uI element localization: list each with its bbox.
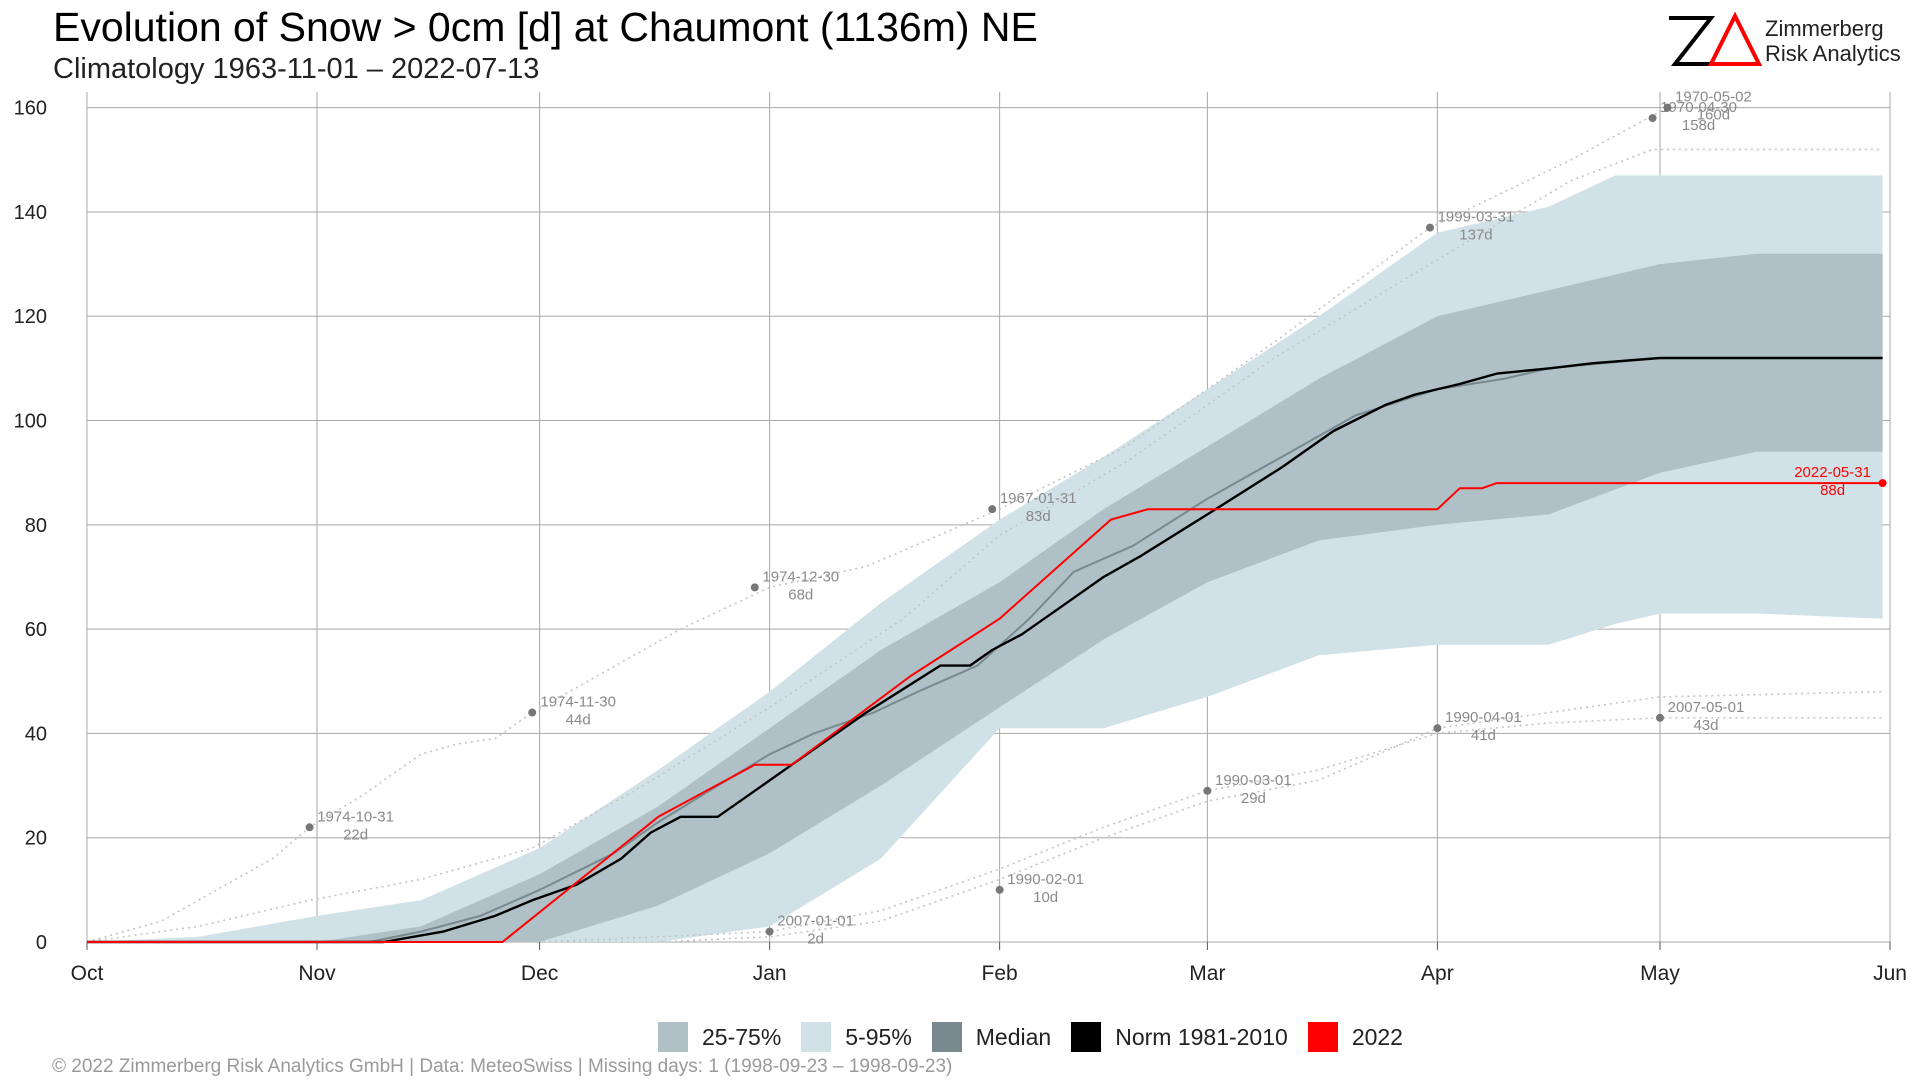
footer-credits: © 2022 Zimmerberg Risk Analytics GmbH | … bbox=[52, 1056, 953, 1077]
annotation-value: 88d bbox=[1820, 482, 1845, 499]
x-tick-label: Jan bbox=[753, 962, 787, 985]
annotation-value: 41d bbox=[1471, 727, 1496, 744]
legend-swatch bbox=[1071, 1022, 1102, 1052]
extreme-point bbox=[1425, 223, 1434, 232]
legend-item: 5-95% bbox=[801, 1022, 912, 1052]
axis-labels: 0 20 40 60 80 100 120 140 160 Oct Nov Dec Jan Feb Mar A… bbox=[14, 98, 1907, 985]
annotation-value: 10d bbox=[1033, 889, 1058, 906]
x-tick-label: Oct bbox=[71, 962, 104, 985]
logo-text: Zimmerberg Risk Analytics bbox=[1765, 16, 1901, 66]
logo-mark-icon bbox=[1669, 11, 1763, 66]
legend-item: 2022 bbox=[1307, 1022, 1403, 1052]
annotation-date: 1970-05-02 bbox=[1675, 89, 1752, 106]
year-trace-line bbox=[86, 148, 1883, 943]
series-line-2022 bbox=[87, 482, 1883, 943]
company-logo: Zimmerberg Risk Analytics bbox=[1665, 10, 1910, 74]
extreme-point bbox=[1203, 786, 1212, 795]
legend-label: 5-95% bbox=[845, 1023, 912, 1050]
percentile-bands bbox=[87, 175, 1883, 942]
annotation-value: 83d bbox=[1026, 508, 1051, 525]
extreme-point bbox=[1648, 114, 1657, 123]
legend-label: Norm 1981-2010 bbox=[1115, 1023, 1288, 1050]
legend-swatch bbox=[1307, 1022, 1338, 1052]
y-tick-label: 140 bbox=[14, 202, 47, 224]
individual-years bbox=[86, 106, 1883, 943]
annotation-value: 137d bbox=[1459, 227, 1492, 244]
x-tick-label: Feb bbox=[982, 962, 1018, 985]
x-tick-label: Apr bbox=[1421, 962, 1454, 985]
y-tick-label: 120 bbox=[14, 306, 47, 328]
annotation-date: 1970-04-30 bbox=[1660, 99, 1737, 116]
legend-label: 2022 bbox=[1351, 1023, 1403, 1050]
extreme-point bbox=[995, 885, 1004, 894]
extreme-point bbox=[1433, 724, 1442, 733]
extreme-point bbox=[1878, 479, 1887, 488]
extreme-point bbox=[988, 505, 997, 514]
legend-swatch bbox=[658, 1022, 688, 1052]
annotation-date: 1990-02-01 bbox=[1007, 871, 1084, 888]
annotation-value: 22d bbox=[343, 826, 368, 843]
annotation-value: 160d bbox=[1697, 107, 1730, 124]
annotation-date: 2007-05-01 bbox=[1668, 699, 1745, 716]
logo-line2: Risk Analytics bbox=[1765, 41, 1901, 66]
x-tick-label: Mar bbox=[1189, 962, 1225, 985]
extreme-point bbox=[1655, 713, 1664, 722]
y-tick-label: 60 bbox=[25, 619, 47, 641]
chart-subtitle: Climatology 1963-11-01 – 2022-07-13 bbox=[53, 53, 540, 85]
annotation-value: 43d bbox=[1693, 717, 1718, 734]
y-tick-label: 40 bbox=[25, 723, 47, 745]
legend-item: Median bbox=[931, 1022, 1052, 1052]
annotation-date: 2007-01-01 bbox=[777, 913, 854, 930]
band-25-75 bbox=[87, 253, 1883, 942]
legend-item: Norm 1981-2010 bbox=[1071, 1022, 1288, 1052]
series-line-norm-1981-2010 bbox=[87, 356, 1883, 944]
legend-swatch bbox=[801, 1022, 832, 1052]
legend-label: 25-75% bbox=[702, 1023, 782, 1050]
y-tick-label: 0 bbox=[36, 932, 47, 954]
annotation-date: 1967-01-31 bbox=[1000, 490, 1077, 507]
x-tick-label: Dec bbox=[521, 962, 558, 985]
annotation-value: 158d bbox=[1682, 117, 1715, 134]
logo-line1: Zimmerberg bbox=[1765, 16, 1884, 41]
year-trace-line bbox=[87, 690, 1883, 943]
legend-label: Median bbox=[975, 1023, 1052, 1050]
y-tick-label: 20 bbox=[25, 828, 47, 850]
annotation-date: 1999-03-31 bbox=[1438, 209, 1515, 226]
legend-swatch bbox=[931, 1022, 962, 1052]
legend-item: 25-75% bbox=[658, 1022, 781, 1052]
chart-legend: 25-75% 5-95% Median Norm 1981-2010 2022 bbox=[658, 1020, 1423, 1054]
y-tick-label: 100 bbox=[14, 411, 47, 433]
y-tick-label: 80 bbox=[25, 515, 47, 537]
extreme-point bbox=[765, 927, 774, 936]
extreme-point bbox=[750, 583, 759, 592]
x-tick-label: Nov bbox=[298, 962, 336, 985]
annotation-date: 2022-05-31 bbox=[1794, 464, 1871, 481]
annotation-date: 1974-10-31 bbox=[317, 808, 394, 825]
annotation-date: 1990-04-01 bbox=[1445, 709, 1522, 726]
annotation-value: 2d bbox=[807, 931, 824, 948]
y-tick-label: 160 bbox=[14, 98, 47, 120]
annotation-value: 68d bbox=[788, 586, 813, 603]
extreme-point bbox=[305, 823, 314, 832]
x-tick-label: May bbox=[1640, 962, 1680, 985]
extreme-point bbox=[1663, 103, 1672, 112]
extreme-point bbox=[528, 708, 537, 717]
annotation-date: 1974-12-30 bbox=[762, 568, 839, 585]
annotation-value: 44d bbox=[566, 712, 591, 729]
annotation-date: 1990-03-01 bbox=[1215, 772, 1292, 789]
series-lines bbox=[87, 356, 1883, 944]
x-tick-label: Jun bbox=[1873, 962, 1907, 985]
annotation-date: 1974-11-30 bbox=[540, 694, 616, 711]
annotation-value: 29d bbox=[1241, 790, 1266, 807]
chart-title: Evolution of Snow > 0cm [d] at Chaumont … bbox=[53, 4, 1038, 50]
